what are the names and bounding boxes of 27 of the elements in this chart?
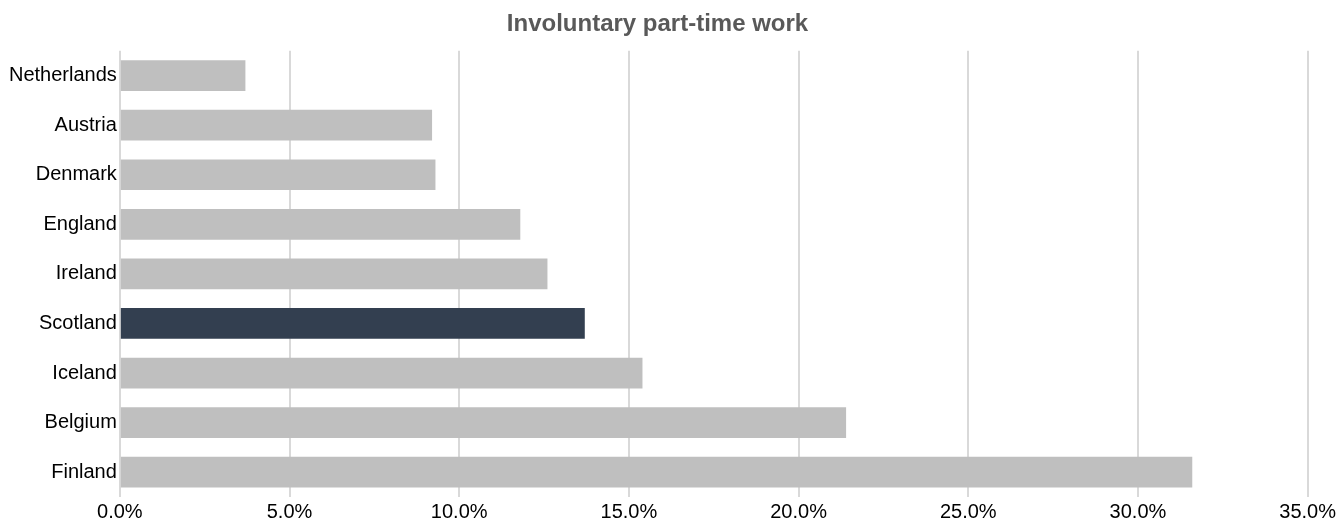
y-tick-label: Scotland [39, 310, 117, 333]
y-tick-label: Denmark [35, 162, 118, 185]
y-tick-label: England [43, 211, 117, 234]
x-tick-label: 20.0% [770, 499, 828, 522]
y-tick-label: Austria [54, 112, 118, 135]
y-tick-label: Ireland [55, 261, 117, 284]
bar [120, 60, 246, 91]
bar [120, 109, 433, 141]
bar [120, 456, 1193, 488]
x-tick-label: 35.0% [1279, 499, 1337, 522]
y-tick-label: Iceland [52, 360, 117, 383]
y-tick-label: Finland [51, 459, 117, 482]
bar [120, 407, 847, 438]
x-tick-label: 0.0% [97, 499, 143, 522]
x-tick-label: 10.0% [430, 499, 488, 522]
x-tick-label: 25.0% [939, 499, 997, 522]
bar [120, 159, 436, 191]
y-tick-label: Netherlands [9, 63, 117, 86]
chart-title: Involuntary part-time work [506, 9, 809, 37]
x-tick-label: 15.0% [600, 499, 658, 522]
x-tick-label: 30.0% [1109, 499, 1167, 522]
bar [120, 258, 548, 290]
x-tick-label: 5.0% [266, 499, 313, 522]
bar [120, 357, 643, 389]
y-tick-label: Belgium [44, 410, 117, 433]
bar [120, 308, 585, 339]
bar [120, 208, 521, 240]
